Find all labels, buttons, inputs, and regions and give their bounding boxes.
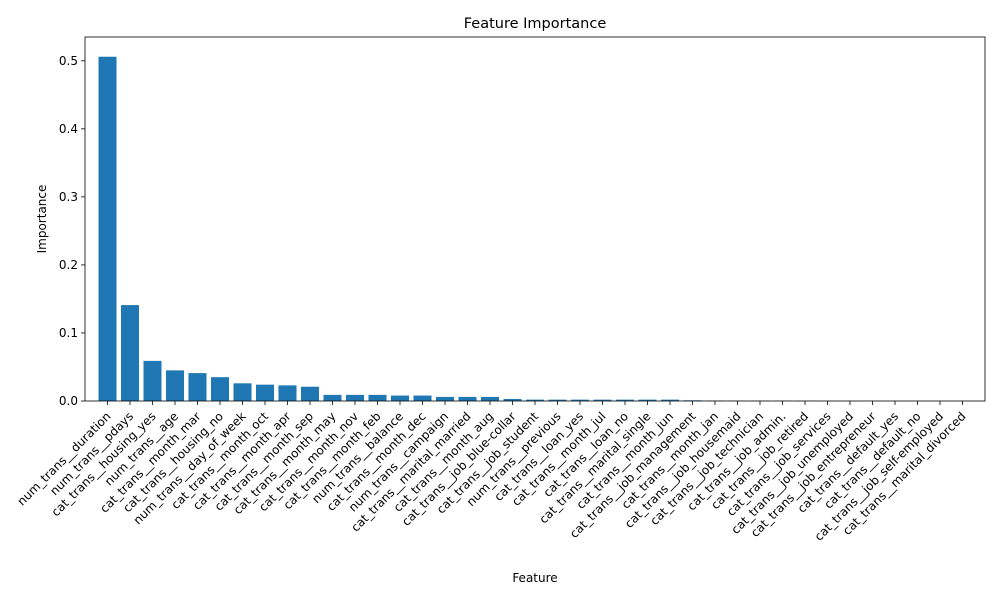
bar-1 bbox=[121, 305, 139, 401]
x-axis-ticks: num_trans__durationnum_trans__pdayscat_t… bbox=[14, 401, 969, 544]
bar-5 bbox=[211, 377, 229, 401]
bar-15 bbox=[436, 396, 454, 401]
y-axis-label: Importance bbox=[35, 185, 49, 254]
plot-frame bbox=[84, 36, 986, 402]
bar-0 bbox=[98, 56, 117, 401]
chart-title: Feature Importance bbox=[464, 16, 607, 32]
y-tick-label: 0.5 bbox=[59, 54, 78, 68]
bar-9 bbox=[301, 386, 319, 401]
y-axis-ticks: 0.0 0.1 0.2 0.3 0.4 0.5 bbox=[59, 54, 85, 408]
bar-3 bbox=[166, 370, 184, 401]
bar-10 bbox=[323, 394, 342, 401]
bar-12 bbox=[368, 394, 387, 401]
y-tick-label: 0.0 bbox=[59, 394, 78, 408]
y-tick-label: 0.3 bbox=[59, 190, 78, 204]
bar-8 bbox=[278, 385, 297, 401]
bar-22 bbox=[593, 399, 612, 401]
bar-18 bbox=[503, 398, 522, 401]
bar-25 bbox=[661, 399, 679, 401]
bar-11 bbox=[346, 394, 364, 401]
y-tick-label: 0.4 bbox=[59, 122, 78, 136]
bar-7 bbox=[256, 384, 274, 401]
bar-2 bbox=[143, 360, 162, 401]
bar-16 bbox=[458, 396, 477, 401]
bar-13 bbox=[391, 395, 409, 401]
bar-21 bbox=[571, 399, 589, 401]
bar-17 bbox=[481, 396, 499, 401]
y-tick-label: 0.1 bbox=[59, 326, 78, 340]
y-tick-label: 0.2 bbox=[59, 258, 78, 272]
bar-24 bbox=[638, 399, 657, 401]
bar-20 bbox=[548, 399, 567, 401]
bar-6 bbox=[233, 383, 252, 401]
bar-19 bbox=[526, 399, 544, 401]
bars-group bbox=[98, 56, 972, 401]
bar-4 bbox=[188, 373, 207, 401]
bar-14 bbox=[413, 395, 432, 401]
x-axis-label: Feature bbox=[512, 571, 557, 585]
bar-23 bbox=[616, 399, 634, 401]
